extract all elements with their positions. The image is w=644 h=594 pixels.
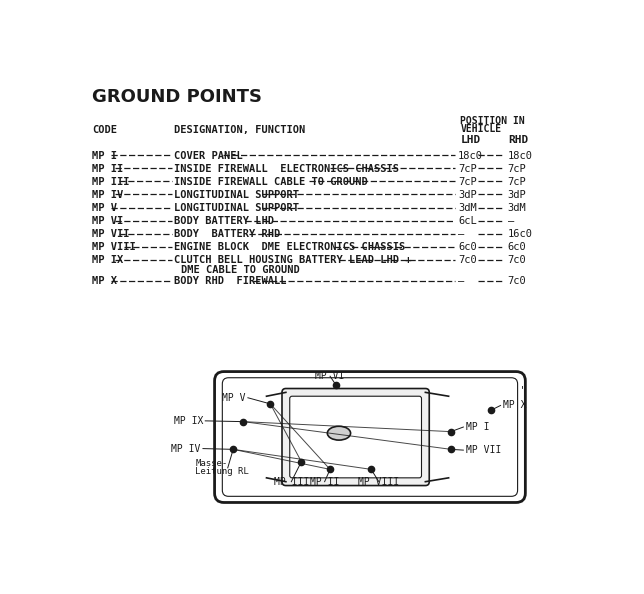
Text: 18c0: 18c0 <box>507 151 533 160</box>
Text: Leitung RL: Leitung RL <box>195 467 249 476</box>
Text: MP V: MP V <box>92 203 117 213</box>
Text: 3dM: 3dM <box>507 203 526 213</box>
Text: MP VI: MP VI <box>92 216 124 226</box>
Text: CLUTCH BELL HOUSING BATTERY LEAD LHD +: CLUTCH BELL HOUSING BATTERY LEAD LHD + <box>173 255 411 266</box>
Text: —: — <box>458 229 464 239</box>
Text: ': ' <box>521 386 524 396</box>
Text: COVER PANEL: COVER PANEL <box>173 151 242 160</box>
Text: VEHICLE: VEHICLE <box>460 124 502 134</box>
Text: LONGITUDINAL SUPPORT: LONGITUDINAL SUPPORT <box>173 190 299 200</box>
Text: 7cP: 7cP <box>458 177 477 187</box>
Text: MP IV: MP IV <box>92 190 124 200</box>
Text: 7cP: 7cP <box>458 164 477 173</box>
Text: LHD: LHD <box>460 135 480 145</box>
Text: MP V: MP V <box>222 393 245 403</box>
Text: MP I: MP I <box>466 422 489 432</box>
Text: MP IV: MP IV <box>171 444 201 454</box>
Text: MP VII: MP VII <box>466 445 501 455</box>
Text: BODY  BATTERY RHD: BODY BATTERY RHD <box>173 229 279 239</box>
Text: DESIGNATION, FUNCTION: DESIGNATION, FUNCTION <box>173 125 305 135</box>
Text: MP X: MP X <box>92 276 117 286</box>
FancyBboxPatch shape <box>282 388 430 485</box>
Ellipse shape <box>327 426 350 440</box>
Text: MP X: MP X <box>503 400 526 410</box>
Text: —: — <box>458 276 464 286</box>
Text: —: — <box>507 216 514 226</box>
Text: DME CABLE TO GROUND: DME CABLE TO GROUND <box>181 266 300 276</box>
Text: 7cP: 7cP <box>507 164 526 173</box>
Text: 6c0: 6c0 <box>458 242 477 252</box>
Text: INSIDE FIREWALL  ELECTRONICS CHASSIS: INSIDE FIREWALL ELECTRONICS CHASSIS <box>173 164 399 173</box>
Text: MP I: MP I <box>92 151 117 160</box>
Text: 6cL: 6cL <box>458 216 477 226</box>
Text: 16c0: 16c0 <box>507 229 533 239</box>
Text: MP II: MP II <box>92 164 124 173</box>
Text: LONGITUDINAL SUPPORT: LONGITUDINAL SUPPORT <box>173 203 299 213</box>
Text: MP VII: MP VII <box>92 229 129 239</box>
Text: 3dP: 3dP <box>458 190 477 200</box>
Text: BODY RHD  FIREWALL: BODY RHD FIREWALL <box>173 276 286 286</box>
Text: MP IX: MP IX <box>92 255 124 266</box>
Text: 3dM: 3dM <box>458 203 477 213</box>
Text: BODY BATTERY LHD: BODY BATTERY LHD <box>173 216 274 226</box>
Text: MP VI: MP VI <box>316 371 345 381</box>
Text: MP II: MP II <box>310 477 339 486</box>
Text: 7c0: 7c0 <box>507 255 526 266</box>
Text: ENGINE BLOCK  DME ELECTRONICS CHASSIS: ENGINE BLOCK DME ELECTRONICS CHASSIS <box>173 242 404 252</box>
FancyBboxPatch shape <box>214 372 526 503</box>
Text: MP III: MP III <box>92 177 129 187</box>
Text: 18c0: 18c0 <box>458 151 483 160</box>
Text: MP VIII: MP VIII <box>92 242 136 252</box>
Text: 7c0: 7c0 <box>458 255 477 266</box>
Text: 7cP: 7cP <box>507 177 526 187</box>
Text: MP VIII: MP VIII <box>358 477 399 486</box>
Text: MP IX: MP IX <box>174 416 203 426</box>
FancyBboxPatch shape <box>290 396 422 478</box>
Text: Masse-: Masse- <box>195 460 227 469</box>
Text: RHD: RHD <box>508 135 529 145</box>
Text: 6c0: 6c0 <box>507 242 526 252</box>
Text: POSITION IN: POSITION IN <box>460 116 525 126</box>
Text: CODE: CODE <box>92 125 117 135</box>
Text: MP III: MP III <box>274 477 309 486</box>
Text: 3dP: 3dP <box>507 190 526 200</box>
Text: 7c0: 7c0 <box>507 276 526 286</box>
Text: GROUND POINTS: GROUND POINTS <box>92 89 262 106</box>
Text: INSIDE FIREWALL CABLE TO GROUND: INSIDE FIREWALL CABLE TO GROUND <box>173 177 367 187</box>
